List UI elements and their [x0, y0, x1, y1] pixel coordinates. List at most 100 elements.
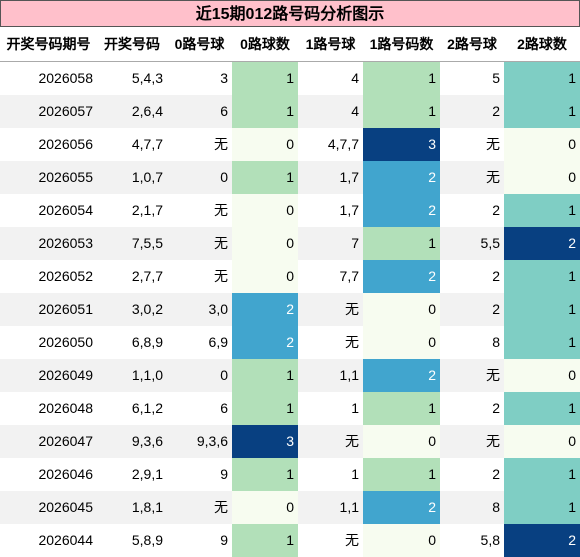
issue-cell: 2026047 [0, 424, 97, 458]
issue-cell: 2026048 [38, 400, 93, 416]
route0-count-cell: 0 [232, 193, 298, 227]
route0-balls-cell: 无 [214, 136, 228, 152]
route1-count-cell: 0 [363, 523, 440, 557]
header-route2-balls: 2路号球 [440, 27, 504, 62]
issue-cell: 2026053 [0, 226, 97, 260]
route0-balls-cell: 0 [167, 160, 232, 194]
route0-count-cell: 2 [232, 325, 298, 359]
header-route1-balls: 1路号球 [298, 27, 363, 62]
table-title: 近15期012路号码分析图示 [0, 0, 580, 27]
route1-balls-cell: 4,7,7 [327, 136, 359, 152]
table-row: 2026046 2,9,1 9 1 1 1 2 1 [0, 457, 580, 491]
issue-cell: 2026054 [38, 202, 93, 218]
table-row: 2026052 2,7,7 无 0 7,7 2 2 1 [0, 259, 580, 293]
route1-balls-cell: 无 [345, 334, 359, 350]
route1-balls-cell: 1 [351, 466, 359, 482]
route0-count-cell: 3 [232, 424, 298, 458]
issue-cell: 2026049 [0, 358, 97, 392]
numbers-cell: 5,4,3 [131, 70, 163, 87]
route2-count-cell: 1 [504, 490, 580, 524]
route0-count-cell: 1 [232, 160, 298, 194]
route2-count-cell: 1 [504, 61, 580, 95]
route1-count-cell: 2 [363, 259, 440, 293]
numbers-cell: 1,1,0 [97, 358, 167, 392]
route2-count-cell: 0 [504, 127, 580, 161]
numbers-cell: 9,3,6 [97, 424, 167, 458]
numbers-cell: 7,5,5 [97, 226, 167, 260]
route2-count-cell: 1 [504, 457, 580, 491]
table-row: 2026055 1,0,7 0 1 1,7 2 无 0 [0, 160, 580, 194]
route2-count-cell: 0 [504, 358, 580, 392]
header-numbers: 开奖号码 [97, 27, 167, 62]
route2-count-cell: 1 [504, 259, 580, 293]
table-row: 2026058 5,4,3 3 1 4 1 5 1 [0, 61, 580, 95]
route1-balls-cell: 无 [345, 532, 359, 548]
route2-balls-cell: 无 [486, 136, 500, 152]
route1-count-cell: 2 [363, 193, 440, 227]
route0-count-cell: 0 [232, 490, 298, 524]
route1-count-cell: 3 [363, 127, 440, 161]
route2-balls-cell: 无 [440, 358, 504, 392]
route0-count-cell: 1 [232, 523, 298, 557]
numbers-cell: 6,8,9 [131, 334, 163, 350]
issue-cell: 2026057 [0, 94, 97, 128]
route2-balls-cell: 2 [492, 400, 500, 416]
route2-count-cell: 1 [504, 94, 580, 128]
table-row: 2026053 7,5,5 无 0 7 1 5,5 2 [0, 226, 580, 260]
route2-balls-cell: 2 [492, 202, 500, 218]
route0-count-cell: 1 [232, 457, 298, 491]
route0-count-cell: 0 [232, 127, 298, 161]
route0-balls-cell: 6,9 [208, 334, 228, 350]
issue-cell: 2026051 [0, 292, 97, 326]
route0-count-cell: 1 [232, 94, 298, 128]
route0-balls-cell: 6 [220, 400, 228, 416]
route0-count-cell: 0 [232, 259, 298, 293]
route1-count-cell: 1 [363, 391, 440, 425]
route2-balls-cell: 5 [492, 70, 500, 87]
route0-count-cell: 2 [232, 292, 298, 326]
route1-balls-cell: 4 [351, 70, 359, 87]
issue-cell: 2026058 [38, 70, 93, 87]
route1-balls-cell: 4 [298, 94, 363, 128]
route2-balls-cell: 2 [492, 466, 500, 482]
route2-count-cell: 2 [504, 523, 580, 557]
route0-balls-cell: 无 [214, 202, 228, 218]
route2-count-cell: 2 [504, 226, 580, 260]
numbers-cell: 2,9,1 [131, 466, 163, 482]
issue-cell: 2026046 [38, 466, 93, 482]
route1-count-cell: 2 [363, 160, 440, 194]
route2-balls-cell: 2 [492, 268, 500, 284]
route1-balls-cell: 1,1 [298, 490, 363, 524]
route2-count-cell: 1 [504, 193, 580, 227]
route0-balls-cell: 9,3,6 [167, 424, 232, 458]
route1-count-cell: 0 [363, 325, 440, 359]
route0-balls-cell: 9 [220, 532, 228, 548]
route1-balls-cell: 1 [351, 400, 359, 416]
numbers-cell: 6,1,2 [131, 400, 163, 416]
route0-balls-cell: 6 [167, 94, 232, 128]
route0-balls-cell: 0 [167, 358, 232, 392]
issue-cell: 2026045 [0, 490, 97, 524]
header-route0-balls: 0路号球 [167, 27, 232, 62]
route0-count-cell: 1 [232, 61, 298, 95]
issue-cell: 2026044 [38, 532, 93, 548]
route0-count-cell: 1 [232, 358, 298, 392]
route1-balls-cell: 无 [298, 292, 363, 326]
issue-cell: 2026050 [38, 334, 93, 350]
table-row: 2026044 5,8,9 9 1 无 0 5,8 2 [0, 523, 580, 557]
route0-balls-cell: 3 [220, 70, 228, 87]
route2-count-cell: 1 [504, 292, 580, 326]
route0-count-cell: 0 [232, 226, 298, 260]
route0-balls-cell: 3,0 [167, 292, 232, 326]
numbers-cell: 1,0,7 [97, 160, 167, 194]
numbers-cell: 5,8,9 [131, 532, 163, 548]
numbers-cell: 3,0,2 [97, 292, 167, 326]
table-row: 2026057 2,6,4 6 1 4 1 2 1 [0, 94, 580, 128]
table-row: 2026045 1,8,1 无 0 1,1 2 8 1 [0, 490, 580, 524]
route1-count-cell: 2 [363, 358, 440, 392]
route0-balls-cell: 无 [167, 490, 232, 524]
numbers-cell: 2,1,7 [131, 202, 163, 218]
header-route0-count: 0路球数 [232, 27, 298, 62]
table-row: 2026054 2,1,7 无 0 1,7 2 2 1 [0, 193, 580, 227]
